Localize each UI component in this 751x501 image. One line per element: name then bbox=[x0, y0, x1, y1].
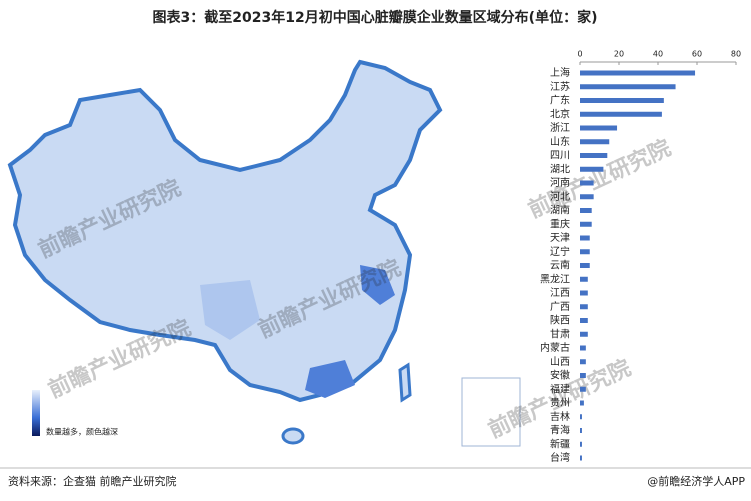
bar bbox=[580, 304, 588, 310]
bar bbox=[580, 359, 586, 365]
legend-label: 数量越多，颜色越深 bbox=[46, 427, 118, 437]
y-tick-label: 江西 bbox=[550, 287, 570, 299]
y-tick-label: 内蒙古 bbox=[540, 341, 570, 354]
brand: @前瞻经济学人APP bbox=[647, 474, 745, 488]
y-tick-label: 青海 bbox=[550, 424, 570, 437]
region-taiwan bbox=[398, 362, 412, 403]
region-hainan bbox=[281, 427, 305, 445]
y-tick-label: 陕西 bbox=[550, 314, 570, 327]
bar bbox=[580, 70, 696, 76]
chart-title: 图表3：截至2023年12月初中国心脏瓣膜企业数量区域分布(单位：家) bbox=[153, 9, 598, 26]
y-tick-label: 甘肃 bbox=[550, 327, 570, 340]
y-tick-label: 安徽 bbox=[550, 369, 570, 382]
y-tick-label: 台湾 bbox=[550, 451, 570, 464]
y-tick-label: 北京 bbox=[550, 107, 570, 120]
y-tick-label: 广东 bbox=[550, 94, 570, 107]
china-outline bbox=[7, 59, 443, 403]
bar bbox=[580, 414, 582, 420]
y-tick-label: 贵州 bbox=[550, 396, 570, 409]
y-tick-label: 广西 bbox=[550, 301, 570, 313]
bar bbox=[580, 98, 664, 103]
bar bbox=[580, 180, 594, 186]
source: 资料来源：企查猫 前瞻产业研究院 bbox=[8, 474, 177, 488]
bar bbox=[580, 441, 582, 447]
bar bbox=[580, 263, 590, 268]
x-tick-label: 40 bbox=[653, 50, 663, 59]
y-tick-label: 福建 bbox=[550, 382, 570, 395]
x-tick-label: 80 bbox=[731, 50, 741, 59]
bar bbox=[580, 84, 676, 90]
y-tick-label: 湖南 bbox=[550, 204, 570, 217]
x-tick-label: 20 bbox=[614, 50, 624, 59]
y-tick-label: 重庆 bbox=[550, 217, 570, 230]
y-tick-label: 天津 bbox=[550, 232, 570, 244]
bar bbox=[580, 373, 586, 378]
bar bbox=[580, 249, 590, 255]
region-jiangsu bbox=[360, 265, 395, 305]
bar bbox=[580, 400, 584, 406]
y-tick-label: 黑龙江 bbox=[540, 272, 570, 285]
y-tick-label: 上海 bbox=[550, 66, 570, 79]
legend-gradient bbox=[32, 390, 40, 436]
watermark: 前瞻产业研究院 bbox=[524, 135, 675, 224]
bar bbox=[580, 386, 586, 392]
bar bbox=[580, 318, 588, 323]
y-tick-label: 辽宁 bbox=[550, 245, 570, 258]
y-tick-label: 江苏 bbox=[550, 80, 570, 93]
y-tick-label: 山东 bbox=[550, 135, 570, 148]
bar bbox=[580, 290, 588, 296]
x-tick-label: 60 bbox=[692, 50, 702, 59]
bar bbox=[580, 455, 582, 461]
y-tick-label: 湖北 bbox=[550, 163, 570, 175]
bar bbox=[580, 276, 588, 282]
y-tick-label: 云南 bbox=[550, 259, 570, 272]
region-guangdong bbox=[305, 360, 355, 398]
bar bbox=[580, 221, 592, 227]
bar bbox=[580, 235, 590, 241]
y-tick-label: 四川 bbox=[550, 151, 570, 162]
y-tick-label: 浙江 bbox=[550, 122, 570, 134]
bar bbox=[580, 125, 618, 131]
bar bbox=[580, 153, 608, 158]
map: 数量越多，颜色越深 bbox=[7, 59, 521, 447]
y-tick-label: 河北 bbox=[550, 191, 570, 203]
bar bbox=[580, 345, 586, 351]
bar bbox=[580, 208, 592, 213]
y-tick-label: 吉林 bbox=[550, 410, 570, 423]
bar bbox=[580, 139, 610, 145]
bar bbox=[580, 111, 662, 117]
south-sea-inset bbox=[461, 377, 521, 447]
region-sichuan bbox=[200, 280, 260, 340]
bar bbox=[580, 194, 594, 200]
y-tick-label: 河南 bbox=[550, 176, 570, 189]
bar bbox=[580, 166, 604, 172]
y-tick-label: 新疆 bbox=[550, 437, 570, 450]
bar bbox=[580, 331, 588, 337]
y-tick-label: 山西 bbox=[550, 356, 570, 368]
bar bbox=[580, 428, 582, 433]
x-tick-label: 0 bbox=[577, 50, 582, 59]
